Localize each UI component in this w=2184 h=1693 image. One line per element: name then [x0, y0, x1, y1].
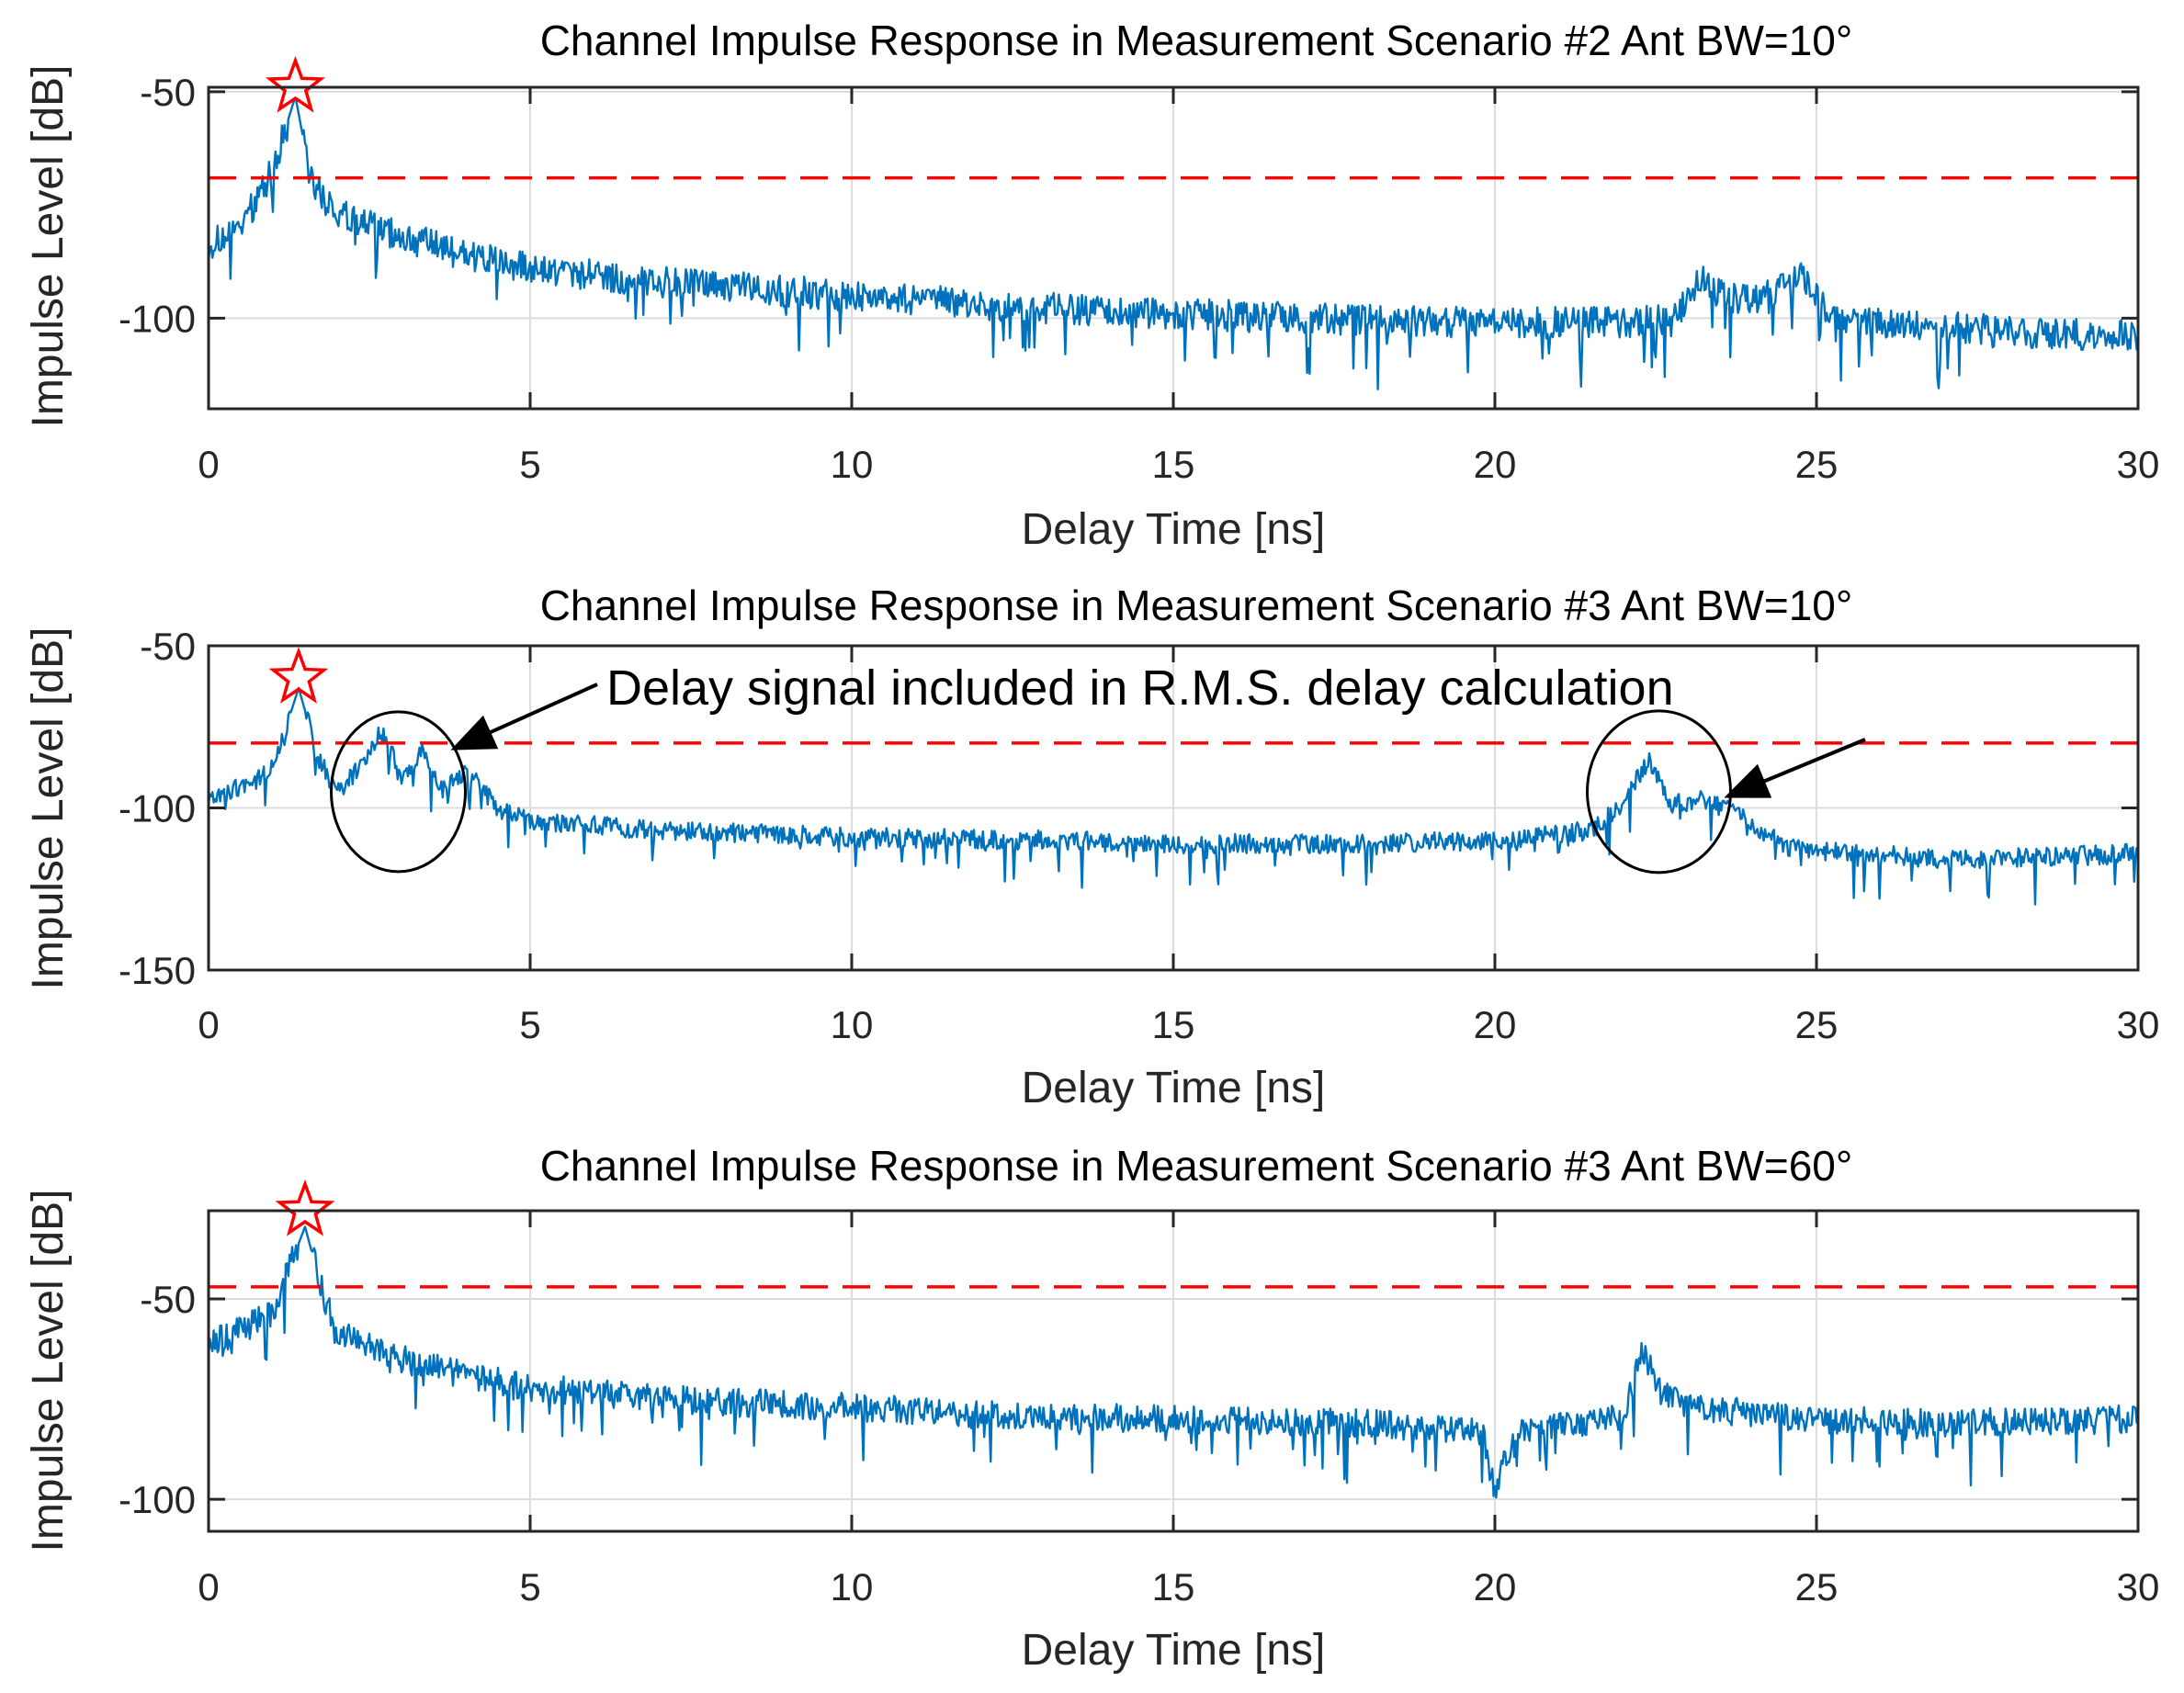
y-tick-label: -100 [119, 1478, 196, 1521]
impulse-response-line [207, 1225, 2140, 1499]
annotation-text: Delay signal included in R.M.S. delay ca… [606, 660, 1674, 716]
plot-title: Channel Impulse Response in Measurement … [540, 17, 1853, 64]
y-tick-label: -100 [119, 787, 196, 830]
x-axis-label: Delay Time [ns] [1022, 1626, 1326, 1675]
subplot-2: 0 5 10 15 20 25 30 -50 -100 -150 Channel Impulse R… [24, 581, 2159, 1112]
x-tick-label: 10 [831, 1003, 874, 1046]
x-tick-label: 25 [1795, 443, 1839, 486]
x-axis-label: Delay Time [ns] [1022, 505, 1326, 554]
x-tick-label: 15 [1152, 1565, 1195, 1608]
subplot-3: 0 5 10 15 20 25 30 -50 -100 Channel Impulse Respo… [24, 1142, 2159, 1675]
x-tick-label: 0 [198, 1565, 219, 1608]
impulse-response-line [207, 96, 2140, 390]
y-axis-label: Impulse Level [dB] [24, 1190, 73, 1552]
x-tick-label: 30 [2117, 1565, 2160, 1608]
x-tick-label: 10 [831, 443, 874, 486]
x-tick-label: 30 [2117, 443, 2160, 486]
peak-star-marker [266, 55, 325, 113]
y-axis-label: Impulse Level [dB] [24, 65, 73, 428]
x-tick-label: 5 [519, 1565, 540, 1608]
peak-star-marker [275, 1179, 335, 1236]
x-tick-label: 20 [1474, 1003, 1517, 1046]
impulse-response-line [207, 686, 2140, 906]
x-tick-label: 25 [1795, 1565, 1839, 1608]
plot-title: Channel Impulse Response in Measurement … [540, 1142, 1853, 1190]
y-axis-label: Impulse Level [dB] [24, 627, 73, 990]
x-tick-label: 20 [1474, 1565, 1517, 1608]
x-tick-label: 20 [1474, 443, 1517, 486]
x-tick-label: 5 [519, 1003, 540, 1046]
x-tick-label: 0 [198, 1003, 219, 1046]
annotation-arrow [450, 683, 598, 751]
x-tick-label: 5 [519, 443, 540, 486]
x-tick-label: 30 [2117, 1003, 2160, 1046]
subplot-1: 0 5 10 15 20 25 30 -50 -100 Channel Impulse Respo… [24, 17, 2159, 554]
annotation-ellipse [330, 710, 467, 874]
x-tick-label: 15 [1152, 1003, 1195, 1046]
y-tick-label: -100 [119, 297, 196, 340]
y-tick-label: -150 [119, 949, 196, 992]
x-tick-label: 25 [1795, 1003, 1839, 1046]
x-tick-label: 0 [198, 443, 219, 486]
annotation-arrow [1724, 738, 1866, 798]
x-tick-label: 15 [1152, 443, 1195, 486]
x-axis-label: Delay Time [ns] [1022, 1064, 1326, 1112]
y-tick-label: -50 [140, 1278, 196, 1321]
y-tick-label: -50 [140, 625, 196, 668]
peak-star-marker [268, 647, 329, 704]
plot-title: Channel Impulse Response in Measurement … [540, 581, 1853, 629]
x-tick-label: 10 [831, 1565, 874, 1608]
y-tick-label: -50 [140, 71, 196, 114]
